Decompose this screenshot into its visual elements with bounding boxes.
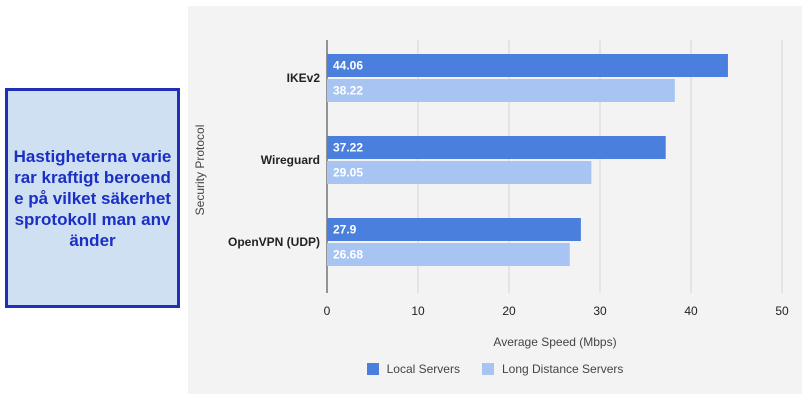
bar-long-distance	[327, 161, 592, 184]
bar-long-distance	[327, 79, 675, 102]
legend-item-long-distance: Long Distance Servers	[481, 362, 624, 376]
x-tick-label: 30	[593, 304, 607, 318]
data-label: 37.22	[333, 141, 363, 155]
data-label: 29.05	[333, 166, 363, 180]
legend-label-long-distance: Long Distance Servers	[501, 362, 624, 376]
legend-label-local: Local Servers	[386, 362, 460, 376]
bar-local	[327, 218, 581, 241]
x-tick-label: 0	[324, 304, 331, 318]
bar-local	[327, 136, 666, 159]
legend-item-local: Local Servers	[366, 362, 460, 376]
data-label: 44.06	[333, 59, 363, 73]
category-label: OpenVPN (UDP)	[228, 235, 320, 249]
x-axis-title: Average Speed (Mbps)	[493, 335, 616, 349]
legend-swatch-long-distance	[481, 363, 494, 375]
category-label: Wireguard	[261, 153, 320, 167]
data-label: 38.22	[333, 84, 363, 98]
x-tick-label: 50	[775, 304, 789, 318]
bar-local	[327, 54, 728, 77]
y-axis-title: Security Protocol	[193, 125, 207, 216]
legend-swatch-local	[366, 363, 379, 375]
bar-long-distance	[327, 243, 570, 266]
chart-legend: Local Servers Long Distance Servers	[188, 359, 802, 379]
x-tick-label: 10	[411, 304, 425, 318]
x-tick-label: 40	[684, 304, 698, 318]
callout-text: Hastigheterna varierar kraftigt beroende…	[13, 146, 172, 250]
x-tick-label: 20	[502, 304, 516, 318]
data-label: 26.68	[333, 248, 363, 262]
category-label: IKEv2	[287, 71, 321, 85]
data-label: 27.9	[333, 223, 357, 237]
callout-box: Hastigheterna varierar kraftigt beroende…	[5, 88, 180, 308]
